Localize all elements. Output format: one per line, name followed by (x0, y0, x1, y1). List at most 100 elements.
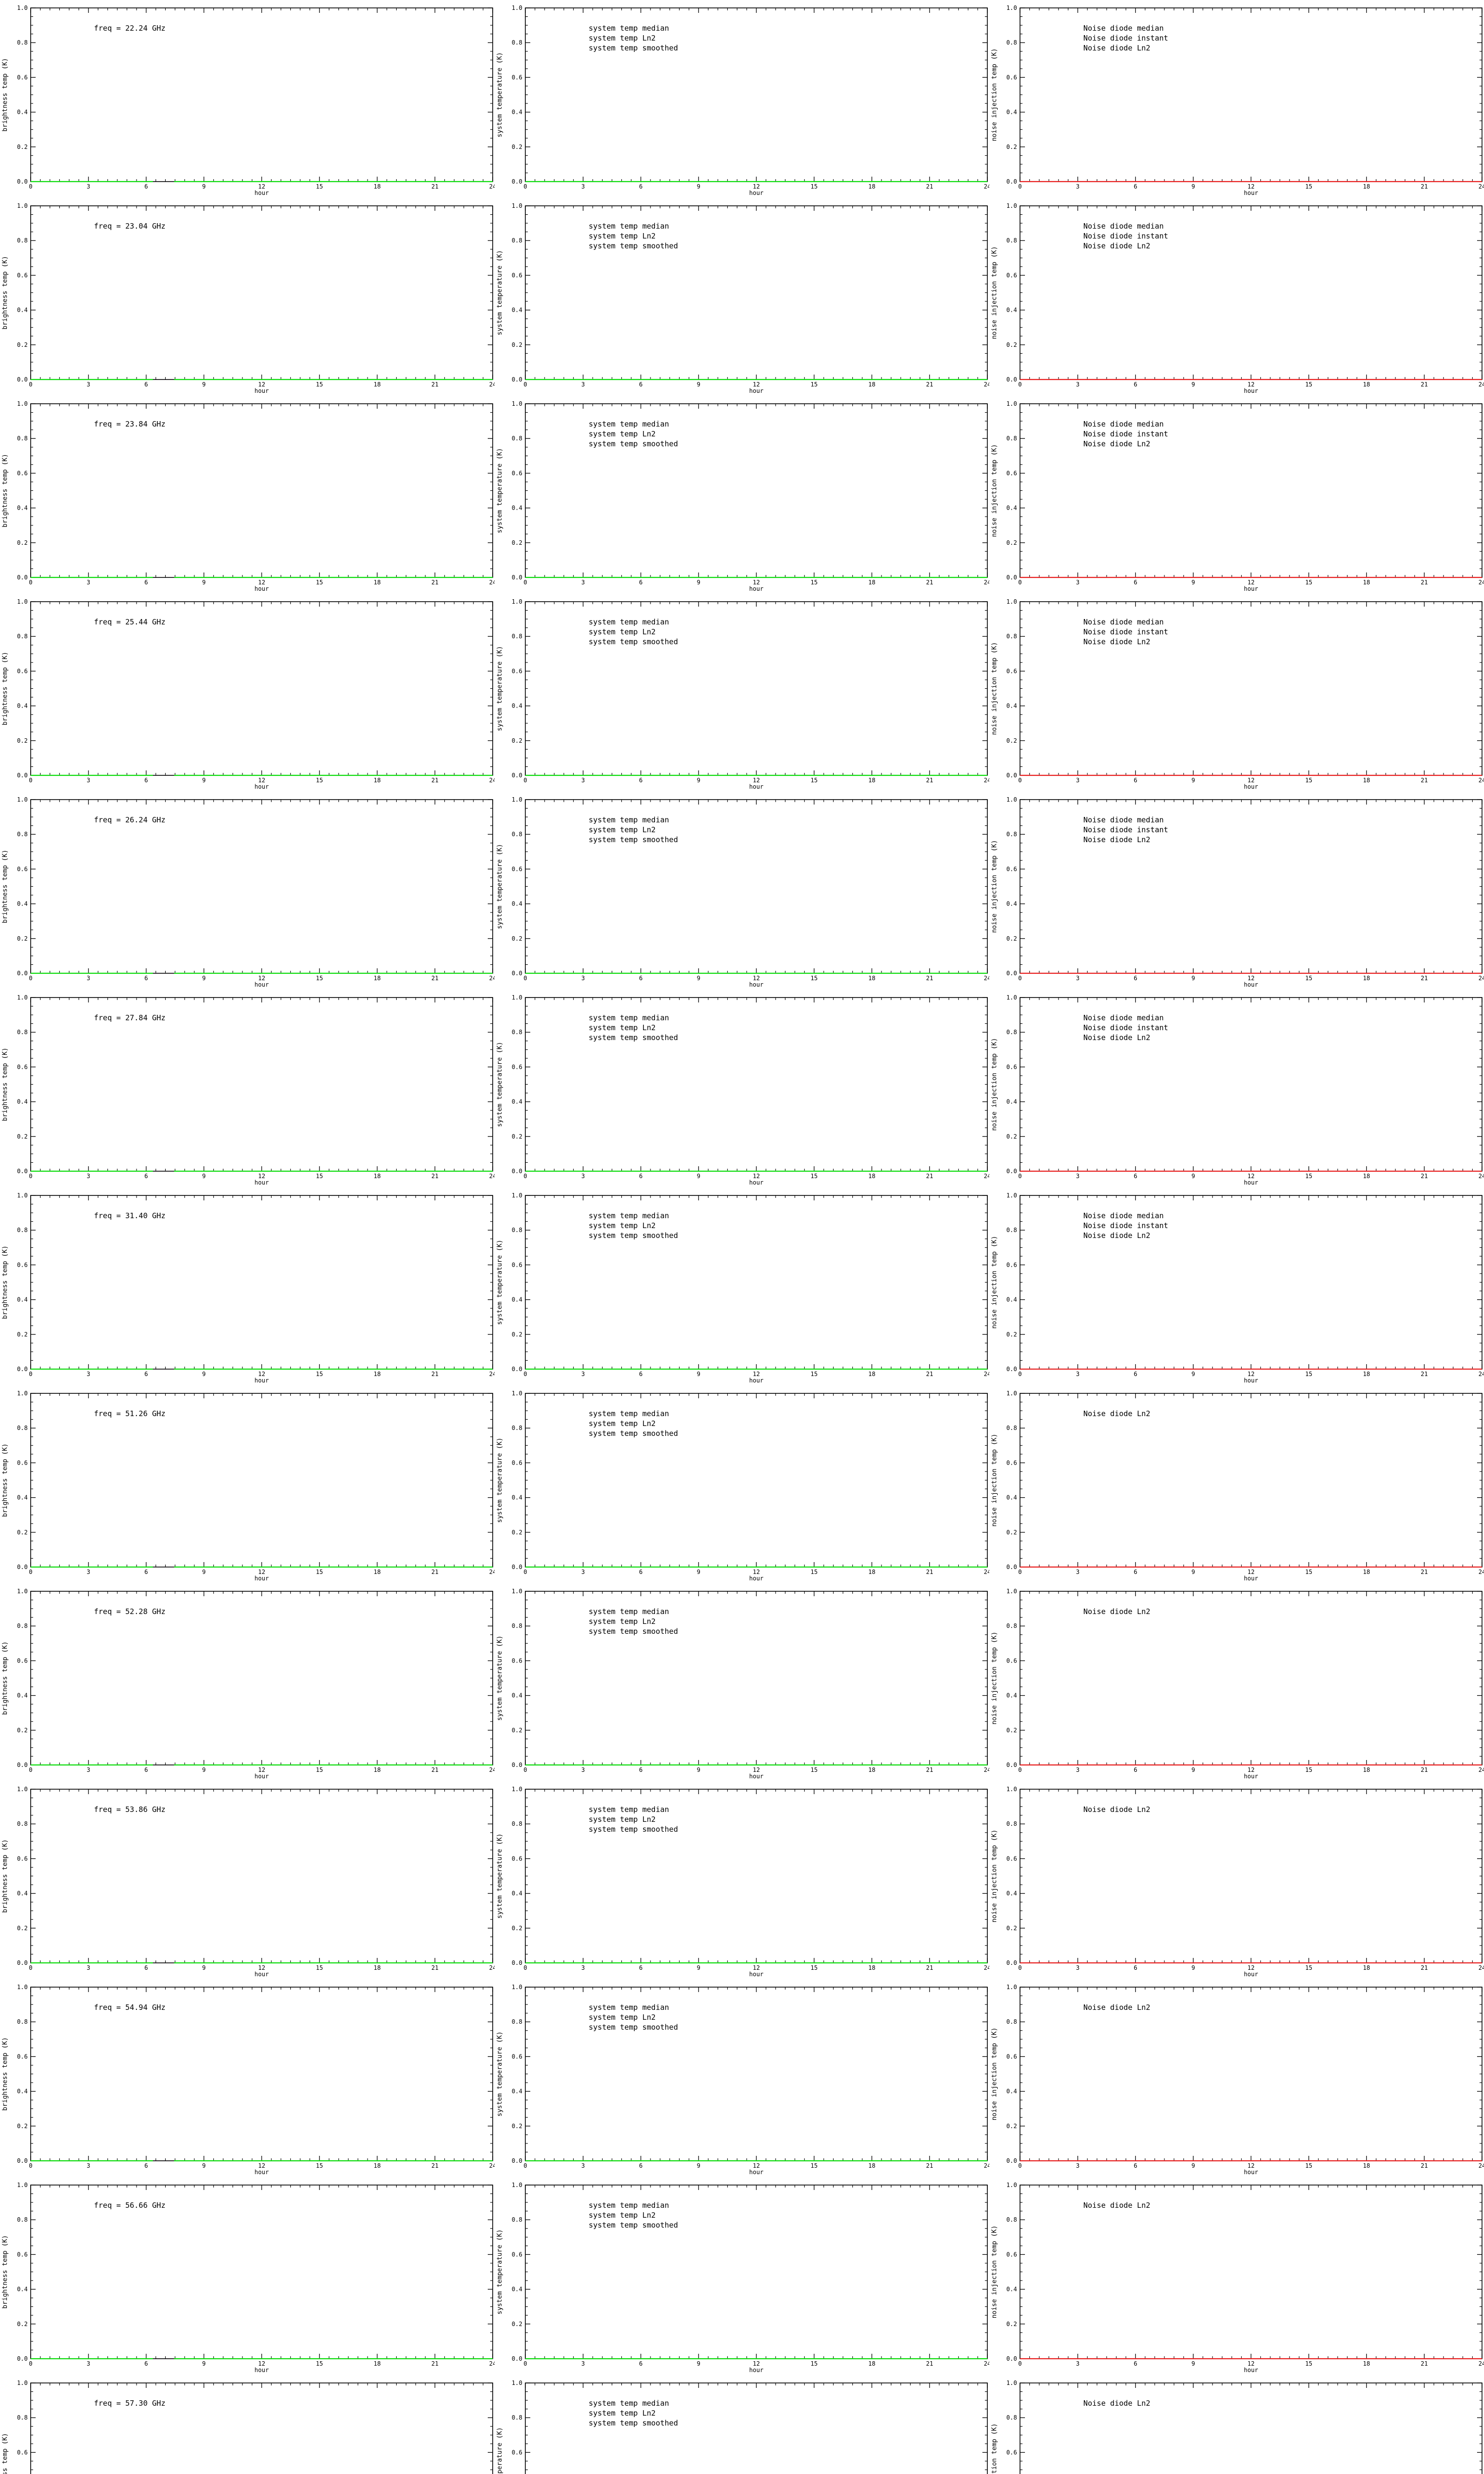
plot-right-row-6: 0 3 6 9 12 15 18 21 24 0.0 0.2 0.4 0.6 0.8 1.0 hour nois… (991, 994, 1484, 1186)
svg-text:0.2: 0.2 (17, 341, 28, 348)
svg-text:12: 12 (1248, 579, 1254, 586)
y-axis-label: noise injection temp (K) (991, 246, 998, 339)
plot-frame (30, 1789, 493, 1963)
svg-text:0.2: 0.2 (17, 737, 28, 744)
svg-text:9: 9 (697, 1173, 700, 1180)
y-axis-label: noise injection temp (K) (991, 1632, 998, 1725)
svg-text:0: 0 (29, 1371, 32, 1378)
svg-text:0.6: 0.6 (17, 1063, 28, 1070)
svg-text:15: 15 (811, 1964, 818, 1971)
legend-entry: Noise diode Ln2 (1083, 1033, 1150, 1042)
svg-text:3: 3 (581, 183, 585, 190)
legend-entry: system temp Ln2 (589, 1221, 655, 1230)
svg-text:hour: hour (1244, 1575, 1258, 1582)
svg-text:0.2: 0.2 (1006, 539, 1017, 546)
plot-frame (30, 1591, 493, 1765)
svg-text:3: 3 (87, 1173, 90, 1180)
y-axis-label: noise injection temp (K) (991, 1434, 998, 1527)
y-axis-label: brightness temp (K) (1, 454, 9, 527)
legend-entry: system temp Ln2 (589, 2211, 655, 2220)
y-axis-label: brightness temp (K) (1, 256, 9, 330)
svg-text:6: 6 (1134, 1569, 1137, 1575)
svg-text:0.4: 0.4 (511, 1296, 522, 1303)
legend-entry: Noise diode Ln2 (1083, 1231, 1150, 1240)
legend-entry: Noise diode Ln2 (1083, 637, 1150, 646)
legend-entry: system temp Ln2 (589, 232, 655, 240)
svg-text:24: 24 (1479, 1964, 1484, 1971)
svg-text:12: 12 (1248, 975, 1254, 982)
svg-text:15: 15 (1305, 183, 1312, 190)
legend-entry: system temp median (589, 420, 669, 428)
svg-text:0.8: 0.8 (1006, 237, 1017, 244)
y-axis-label: brightness temp (K) (1, 58, 9, 132)
legend-entry: system temp smoothed (589, 1429, 678, 1438)
svg-text:21: 21 (1421, 1569, 1428, 1575)
svg-text:0.8: 0.8 (17, 1227, 28, 1234)
svg-text:0.0: 0.0 (1006, 1959, 1017, 1966)
svg-text:15: 15 (316, 777, 323, 784)
svg-text:9: 9 (1192, 1173, 1195, 1180)
plot-frame (30, 1987, 493, 2161)
svg-text:0.8: 0.8 (511, 1622, 522, 1629)
plot-right-row-4: 0 3 6 9 12 15 18 21 24 0.0 0.2 0.4 0.6 0.8 1.0 hour nois… (991, 598, 1484, 790)
svg-text:0.8: 0.8 (511, 1425, 522, 1431)
svg-text:1.0: 1.0 (17, 994, 28, 1001)
svg-text:0.2: 0.2 (511, 1925, 522, 1932)
plot-right-row-7: 0 3 6 9 12 15 18 21 24 0.0 0.2 0.4 0.6 0.8 1.0 hour nois… (991, 1192, 1484, 1384)
svg-text:21: 21 (1421, 777, 1428, 784)
svg-text:0.8: 0.8 (511, 39, 522, 46)
svg-text:18: 18 (868, 381, 875, 388)
svg-text:0.6: 0.6 (17, 1261, 28, 1268)
svg-text:1.0: 1.0 (1006, 598, 1017, 605)
svg-text:0.4: 0.4 (1006, 1890, 1017, 1897)
plot-row-11: 0 3 6 9 12 15 18 21 24 0.0 0.2 0.4 0.6 0.8 1.0 hour brig… (0, 1979, 1484, 2177)
plot-middle-row-12: 0 3 6 9 12 15 18 21 240.00.20.40.60.81.0hoursyst… (496, 2182, 989, 2374)
svg-text:0: 0 (29, 2162, 32, 2169)
plot-row-1: 0 3 6 9 12 15 18 21 24 0.0 0.2 0.4 0.6 0.8 1.0 hour brig… (0, 0, 1484, 198)
svg-text:24: 24 (1479, 381, 1484, 388)
svg-text:15: 15 (316, 1766, 323, 1773)
plot-middle-row-9: 0 3 6 9 12 15 18 21 24 0.0 0.2 0.4 0.6 0.8 1.0 hour syst… (496, 1588, 989, 1780)
svg-text:1.0: 1.0 (17, 796, 28, 803)
svg-text:21: 21 (1421, 1173, 1428, 1180)
plot-row-13: 036912151821240.00.20.40.60.81.0hourbrig… (0, 2375, 1484, 2474)
legend-entry: Noise diode Ln2 (1083, 835, 1150, 844)
svg-text:0: 0 (523, 183, 527, 190)
svg-text:18: 18 (373, 1173, 380, 1180)
svg-text:0: 0 (523, 579, 527, 586)
svg-text:0: 0 (29, 579, 32, 586)
svg-text:1.0: 1.0 (1006, 796, 1017, 803)
svg-text:0.0: 0.0 (511, 772, 522, 779)
svg-text:6: 6 (144, 579, 148, 586)
y-axis-label: noise injection temp (K) (991, 2226, 998, 2319)
svg-text:hour: hour (1244, 1773, 1258, 1780)
svg-text:24: 24 (489, 381, 495, 388)
svg-text:1.0: 1.0 (17, 1588, 28, 1595)
plot-middle-row-2: 0 3 6 9 12 15 18 21 24 0.0 0.2 0.4 0.6 0.8 1.0 hour syst… (496, 202, 989, 394)
svg-text:0.4: 0.4 (17, 1296, 28, 1303)
svg-text:0: 0 (1018, 1371, 1021, 1378)
svg-text:24: 24 (489, 1371, 495, 1378)
svg-text:15: 15 (811, 975, 818, 982)
svg-text:0.8: 0.8 (1006, 39, 1017, 46)
legend-entry: Noise diode Ln2 (1083, 44, 1150, 52)
svg-text:0: 0 (523, 1766, 527, 1773)
svg-text:21: 21 (926, 1569, 933, 1575)
legend-entry: system temp smoothed (589, 1033, 678, 1042)
svg-text:18: 18 (373, 1569, 380, 1575)
svg-text:6: 6 (144, 1766, 148, 1773)
svg-text:0: 0 (1018, 183, 1021, 190)
svg-text:hour: hour (255, 585, 269, 592)
svg-text:0.4: 0.4 (511, 703, 522, 710)
plot-right-row-2: 0 3 6 9 12 15 18 21 24 0.0 0.2 0.4 0.6 0.8 1.0 hour nois… (991, 202, 1484, 394)
svg-text:9: 9 (1192, 777, 1195, 784)
plot-middle-row-10: 0 3 6 9 12 15 18 21 24 0.0 0.2 0.4 0.6 0.8 1.0 hour syst… (496, 1786, 989, 1978)
svg-text:21: 21 (926, 1964, 933, 1971)
svg-text:0.0: 0.0 (1006, 574, 1017, 581)
y-axis-label: noise injection temp (K) (991, 1830, 998, 1923)
plot-right-row-9: 0 3 6 9 12 15 18 21 24 0.0 0.2 0.4 0.6 0.8 1.0 hour nois… (991, 1588, 1484, 1780)
svg-text:hour: hour (1244, 190, 1258, 196)
svg-text:0.4: 0.4 (511, 1098, 522, 1105)
svg-text:0.8: 0.8 (511, 1029, 522, 1036)
svg-text:0.6: 0.6 (1006, 1063, 1017, 1070)
